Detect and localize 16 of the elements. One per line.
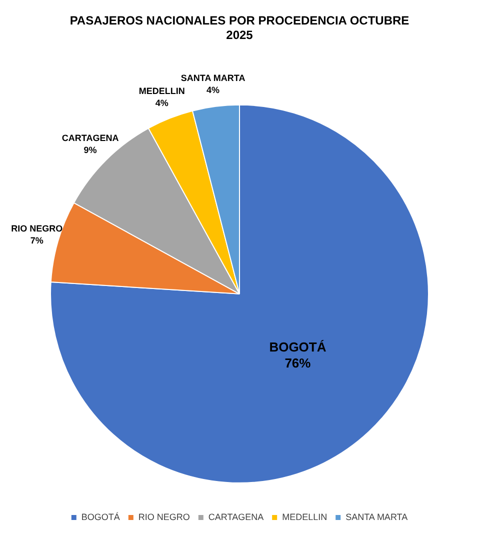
legend-label: CARTAGENA	[208, 512, 264, 522]
slice-label: MEDELLIN	[138, 86, 185, 96]
legend-label: RIO NEGRO	[138, 512, 190, 522]
data-label: 4%	[206, 85, 220, 96]
data-label: 9%	[84, 145, 97, 156]
data-label: 76%	[284, 355, 312, 370]
legend-label: BOGOTÁ	[81, 512, 120, 522]
legend-label: MEDELLIN	[282, 512, 328, 522]
data-label: 4%	[155, 98, 168, 108]
slice-label: BOGOTÁ	[269, 339, 327, 354]
slice-label: CARTAGENA	[62, 133, 120, 144]
chart-title: PASAJEROS NACIONALES POR PROCEDENCIA OCTUBRE 2025	[70, 14, 410, 42]
data-label: 7%	[30, 236, 44, 246]
slice-label: SANTA MARTA	[180, 73, 246, 84]
slice-label: RIO NEGRO	[11, 224, 63, 234]
legend-label: SANTA MARTA	[346, 512, 408, 522]
